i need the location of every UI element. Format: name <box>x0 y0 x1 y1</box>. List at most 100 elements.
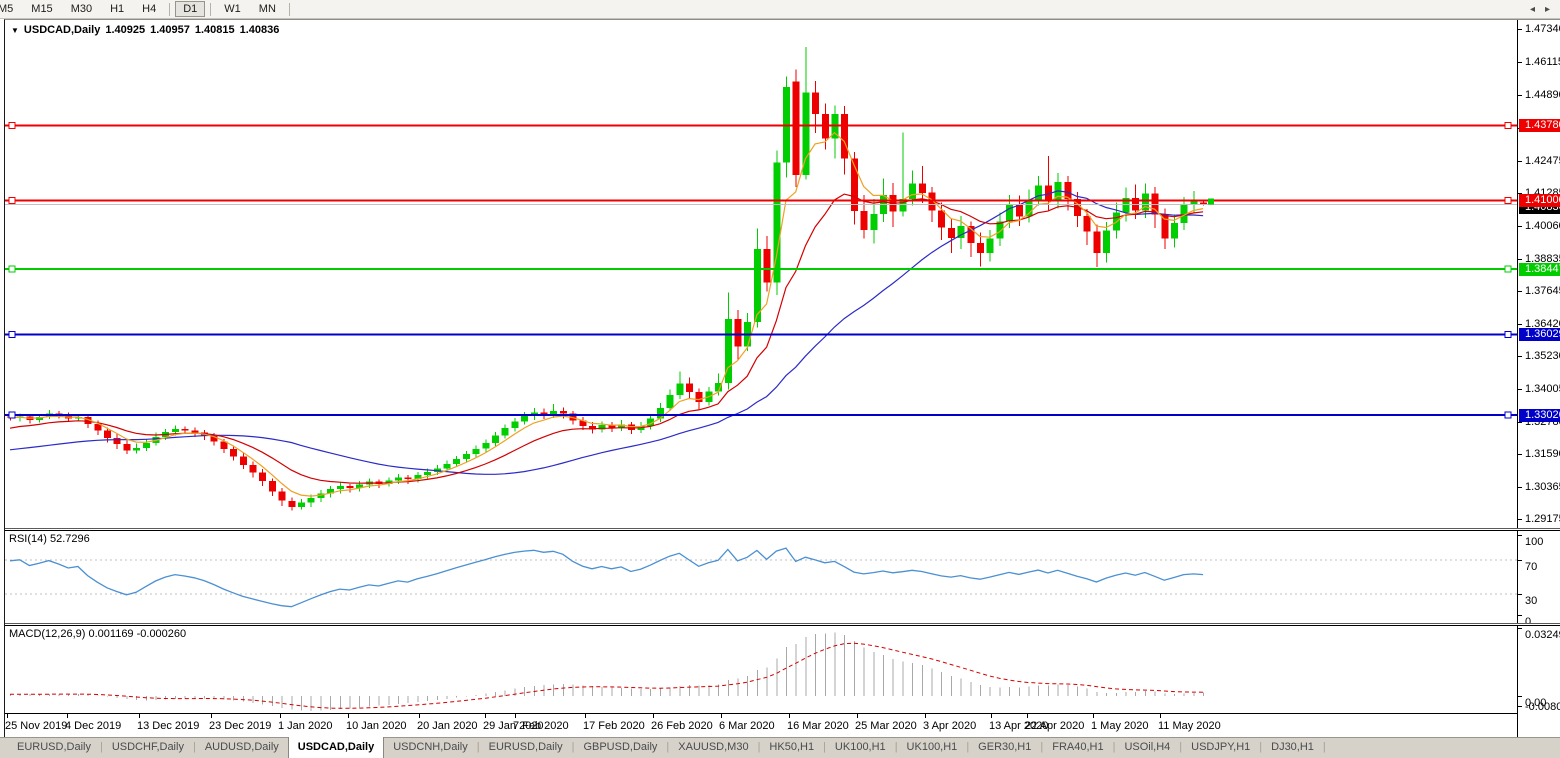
candle-body <box>1151 193 1159 215</box>
chart-tab-dj30-h1[interactable]: DJ30,H1 <box>1271 741 1314 753</box>
chart-tab-eurusd-daily[interactable]: EURUSD,Daily <box>17 741 91 753</box>
chart-tab-fra40-h1[interactable]: FRA40,H1 <box>1052 741 1104 753</box>
line-handle[interactable] <box>8 330 16 338</box>
timeframe-button-h1[interactable]: H1 <box>110 3 125 15</box>
candle-body <box>1006 204 1014 222</box>
time-axis-tick <box>515 714 516 718</box>
chart-tab-usdcad-daily[interactable]: USDCAD,Daily <box>287 737 385 758</box>
chart-tab-usdjpy-h1[interactable]: USDJPY,H1 <box>1191 741 1251 753</box>
chart-plot-area[interactable]: ▼ USDCAD,Daily 1.40925 1.40957 1.40815 1… <box>5 20 1517 738</box>
pane-separator[interactable] <box>5 528 1560 531</box>
chart-tab-usoil-h4[interactable]: USOil,H4 <box>1124 741 1171 753</box>
candle-body <box>1200 202 1208 205</box>
rsi-axis-label: 100 <box>1525 535 1544 548</box>
line-handle[interactable] <box>8 265 16 273</box>
candle-body <box>142 442 150 449</box>
candle-body <box>860 211 868 230</box>
candle-body <box>812 92 820 115</box>
candle-body <box>424 471 432 476</box>
time-axis-tick <box>653 714 654 718</box>
tab-scroll-right-icon[interactable]: ▸ <box>1544 4 1550 15</box>
timeframe-button-m30[interactable]: M30 <box>70 3 93 15</box>
candle-body <box>104 430 111 438</box>
candlestick-chart[interactable] <box>5 20 1517 528</box>
candle-body <box>472 448 480 455</box>
candle-body <box>598 425 606 430</box>
chart-tab-usdcnh-daily[interactable]: USDCNH,Daily <box>393 741 468 753</box>
chart-tab-uk100-h1[interactable]: UK100,H1 <box>906 741 958 753</box>
chart-tab-eurusd-daily[interactable]: EURUSD,Daily <box>488 741 563 753</box>
timeframe-button-m15[interactable]: M15 <box>31 3 53 15</box>
candle-body <box>928 192 936 211</box>
macd-chart[interactable] <box>5 626 1517 713</box>
chart-tab-xauusd-m30[interactable]: XAUUSD,M30 <box>678 741 749 753</box>
timeframe-button-h4[interactable]: H4 <box>142 3 157 15</box>
chart-tab-usdchf-daily[interactable]: USDCHF,Daily <box>111 741 184 753</box>
tab-separator: | <box>666 741 670 753</box>
price-axis-label: 1.46115 <box>1525 56 1560 68</box>
pane-separator[interactable] <box>5 623 1560 626</box>
rsi-label: RSI(14) 52.7296 <box>9 533 90 545</box>
price-axis-tick <box>1518 487 1522 488</box>
level-price-badge: 1.43780 <box>1519 119 1560 132</box>
tab-separator: | <box>571 741 575 753</box>
line-handle[interactable] <box>8 196 16 204</box>
time-axis[interactable]: 25 Nov 2019 4 Dec 2019 13 Dec 2019 23 Dec 2… <box>5 714 1517 738</box>
chart-tab-audusd-daily[interactable]: AUDUSD,Daily <box>204 741 279 753</box>
time-axis-tick <box>857 714 858 718</box>
macd-axis-tick <box>1518 696 1522 697</box>
time-axis-label: 20 Jan 2020 <box>417 720 478 732</box>
time-axis-tick <box>789 714 790 718</box>
candle-body <box>443 463 451 469</box>
timeframe-button-mn[interactable]: MN <box>258 3 276 15</box>
line-handle[interactable] <box>1504 330 1512 338</box>
chart-tab-uk100-h1[interactable]: UK100,H1 <box>834 741 886 753</box>
price-axis[interactable]: 1.473401.461151.448901.436651.424751.412… <box>1517 20 1560 738</box>
candle-body <box>181 428 189 431</box>
rsi-chart[interactable] <box>5 531 1517 623</box>
candle-body <box>841 114 849 159</box>
macd-pane[interactable]: MACD(12,26,9) 0.001169 -0.000260 <box>5 626 1517 714</box>
line-handle[interactable] <box>8 121 16 129</box>
time-axis-label: 7 Feb 2020 <box>513 720 569 732</box>
candle-body <box>453 459 461 464</box>
chart-tab-gbpusd-daily[interactable]: GBPUSD,Daily <box>583 741 658 753</box>
line-handle[interactable] <box>8 411 16 419</box>
chart-title: ▼ USDCAD,Daily 1.40925 1.40957 1.40815 1… <box>11 24 279 36</box>
candle-body <box>36 417 44 420</box>
line-handle[interactable] <box>1504 265 1512 273</box>
candle-body <box>230 448 238 457</box>
tab-separator: | <box>476 741 480 753</box>
time-axis-label: 17 Feb 2020 <box>583 720 645 732</box>
candle-body <box>210 436 218 442</box>
time-axis-tick <box>1160 714 1161 718</box>
candle-body <box>171 428 179 432</box>
candle-body <box>249 464 257 473</box>
line-handle[interactable] <box>1504 411 1512 419</box>
chart-tab-ger30-h1[interactable]: GER30,H1 <box>978 741 1032 753</box>
candle-body <box>1190 200 1198 206</box>
time-axis-label: 6 Mar 2020 <box>719 720 775 732</box>
candle-body <box>191 430 199 433</box>
line-handle[interactable] <box>1504 121 1512 129</box>
candle-body <box>356 484 364 489</box>
chart-tab-hk50-h1[interactable]: HK50,H1 <box>769 741 815 753</box>
timeframe-button-d1[interactable]: D1 <box>175 1 206 17</box>
toolbar-divider <box>169 2 171 16</box>
tab-separator: | <box>894 741 898 753</box>
price-pane[interactable]: ▼ USDCAD,Daily 1.40925 1.40957 1.40815 1… <box>5 20 1517 528</box>
price-axis-tick <box>1518 62 1522 63</box>
timeframe-button-m5[interactable]: M5 <box>0 3 14 15</box>
price-axis-tick <box>1518 389 1522 390</box>
line-handle[interactable] <box>1504 196 1512 204</box>
chart-title-dropdown-icon[interactable]: ▼ <box>11 25 19 35</box>
time-axis-tick <box>67 714 68 718</box>
timeframe-button-w1[interactable]: W1 <box>224 3 241 15</box>
candle-body <box>850 158 858 212</box>
candle-body <box>763 248 771 283</box>
rsi-pane[interactable]: RSI(14) 52.7296 <box>5 531 1517 623</box>
candle-body <box>559 411 567 414</box>
candle-body <box>317 493 325 499</box>
tab-scroll-left-icon[interactable]: ◂ <box>1529 4 1535 15</box>
